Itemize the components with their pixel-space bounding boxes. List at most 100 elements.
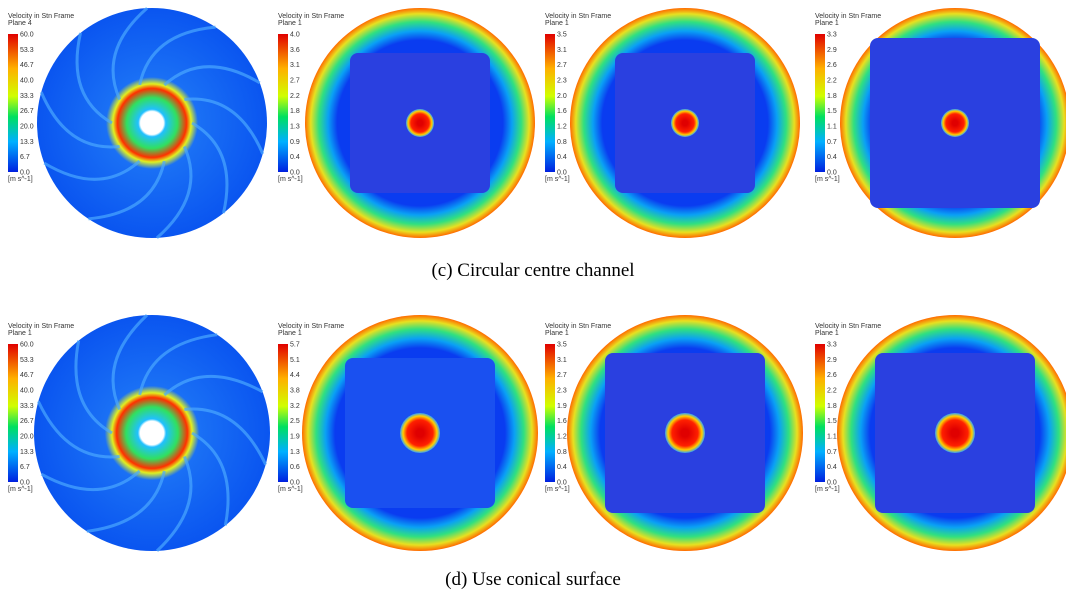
colorbar: [815, 344, 825, 482]
colorbar-tick-label: 0.8: [557, 449, 567, 456]
hub: [142, 113, 162, 133]
colorbar-tick-label: 6.7: [20, 464, 30, 471]
colorbar-tick-label: 20.0: [20, 124, 34, 131]
centre-jet: [941, 109, 969, 137]
colorbar-tick-label: 5.7: [290, 342, 300, 349]
colorbar-tick-label: 1.2: [557, 124, 567, 131]
colorbar-unit: [m s^-1]: [815, 176, 840, 183]
caption: (c) Circular centre channel: [431, 260, 634, 281]
colorbar-tick-label: 1.5: [827, 418, 837, 425]
colorbar-tick-label: 2.7: [557, 372, 567, 379]
colorbar-tick-label: 2.6: [827, 62, 837, 69]
colorbar-tick-label: 3.5: [557, 342, 567, 349]
colorbar-tick-label: 0.9: [290, 139, 300, 146]
colorbar-tick-label: 0.4: [290, 154, 300, 161]
colorbar-tick-label: 0.4: [827, 464, 837, 471]
hub: [142, 423, 162, 443]
colorbar-tick-label: 33.3: [20, 403, 34, 410]
panel-title: Velocity in Stn Frame: [278, 13, 344, 20]
colorbar-tick-label: 0.6: [290, 464, 300, 471]
colorbar-tick-label: 2.2: [827, 78, 837, 85]
colorbar-tick-label: 2.5: [290, 418, 300, 425]
colorbar-tick-label: 2.6: [827, 372, 837, 379]
colorbar: [8, 344, 18, 482]
caption: (d) Use conical surface: [445, 569, 621, 590]
colorbar-tick-label: 2.2: [290, 93, 300, 100]
colorbar-tick-label: 4.0: [290, 32, 300, 39]
colorbar-tick-label: 46.7: [20, 372, 34, 379]
panel-plane: Plane 1: [545, 20, 569, 27]
colorbar-tick-label: 13.3: [20, 139, 34, 146]
panel-plane: Plane 1: [278, 330, 302, 337]
panel-plane: Plane 1: [278, 20, 302, 27]
colorbar-tick-label: 1.2: [557, 434, 567, 441]
colorbar: [545, 344, 555, 482]
colorbar-tick-label: 3.2: [290, 403, 300, 410]
colorbar-tick-label: 1.8: [827, 93, 837, 100]
colorbar-tick-label: 26.7: [20, 108, 34, 115]
colorbar-tick-label: 53.3: [20, 47, 34, 54]
colorbar-tick-label: 5.1: [290, 357, 300, 364]
colorbar-unit: [m s^-1]: [545, 486, 570, 493]
colorbar-tick-label: 40.0: [20, 78, 34, 85]
colorbar-tick-label: 3.3: [827, 32, 837, 39]
panel-title: Velocity in Stn Frame: [815, 13, 881, 20]
colorbar-tick-label: 33.3: [20, 93, 34, 100]
colorbar-tick-label: 1.1: [827, 434, 837, 441]
colorbar-unit: [m s^-1]: [8, 486, 33, 493]
colorbar-tick-label: 0.8: [557, 139, 567, 146]
colorbar: [8, 34, 18, 172]
colorbar-tick-label: 60.0: [20, 32, 34, 39]
colorbar-tick-label: 2.3: [557, 388, 567, 395]
colorbar-tick-label: 46.7: [20, 62, 34, 69]
colorbar-tick-label: 3.6: [290, 47, 300, 54]
colorbar-unit: [m s^-1]: [815, 486, 840, 493]
colorbar-tick-label: 1.6: [557, 418, 567, 425]
colorbar-tick-label: 3.1: [557, 47, 567, 54]
colorbar-tick-label: 3.5: [557, 32, 567, 39]
panel-plane: Plane 1: [545, 330, 569, 337]
colorbar-tick-label: 53.3: [20, 357, 34, 364]
colorbar-tick-label: 1.6: [557, 108, 567, 115]
colorbar: [545, 34, 555, 172]
panel-title: Velocity in Stn Frame: [545, 13, 611, 20]
colorbar-tick-label: 1.9: [557, 403, 567, 410]
colorbar-tick-label: 40.0: [20, 388, 34, 395]
colorbar-tick-label: 3.1: [557, 357, 567, 364]
colorbar-unit: [m s^-1]: [8, 176, 33, 183]
panel-title: Velocity in Stn Frame: [8, 323, 74, 330]
colorbar-tick-label: 1.9: [290, 434, 300, 441]
panel-title: Velocity in Stn Frame: [815, 323, 881, 330]
colorbar: [815, 34, 825, 172]
panel-title: Velocity in Stn Frame: [278, 323, 344, 330]
colorbar-tick-label: 0.4: [557, 154, 567, 161]
colorbar-tick-label: 3.1: [290, 62, 300, 69]
figure: Velocity in Stn Frame Plane 4 60.0 53.3 46.7…: [0, 0, 1066, 601]
colorbar-tick-label: 2.9: [827, 357, 837, 364]
colorbar-unit: [m s^-1]: [278, 176, 303, 183]
colorbar-tick-label: 2.7: [290, 78, 300, 85]
panel-plane: Plane 1: [815, 20, 839, 27]
centre-jet: [671, 109, 699, 137]
colorbar-tick-label: 2.2: [827, 388, 837, 395]
centre-jet: [406, 109, 434, 137]
colorbar-tick-label: 2.7: [557, 62, 567, 69]
panel-plane: Plane 1: [8, 330, 32, 337]
colorbar-tick-label: 0.7: [827, 449, 837, 456]
colorbar-tick-label: 1.5: [827, 108, 837, 115]
colorbar-tick-label: 3.3: [827, 342, 837, 349]
panel-plane: Plane 4: [8, 20, 32, 27]
colorbar-tick-label: 1.8: [290, 108, 300, 115]
colorbar-tick-label: 2.0: [557, 93, 567, 100]
colorbar-tick-label: 1.3: [290, 124, 300, 131]
colorbar-tick-label: 26.7: [20, 418, 34, 425]
colorbar-tick-label: 1.8: [827, 403, 837, 410]
colorbar: [278, 34, 288, 172]
colorbar-tick-label: 2.3: [557, 78, 567, 85]
colorbar-tick-label: 0.7: [827, 139, 837, 146]
colorbar-tick-label: 1.3: [290, 449, 300, 456]
centre-jet: [400, 413, 440, 453]
colorbar: [278, 344, 288, 482]
colorbar-tick-label: 1.1: [827, 124, 837, 131]
colorbar-tick-label: 60.0: [20, 342, 34, 349]
